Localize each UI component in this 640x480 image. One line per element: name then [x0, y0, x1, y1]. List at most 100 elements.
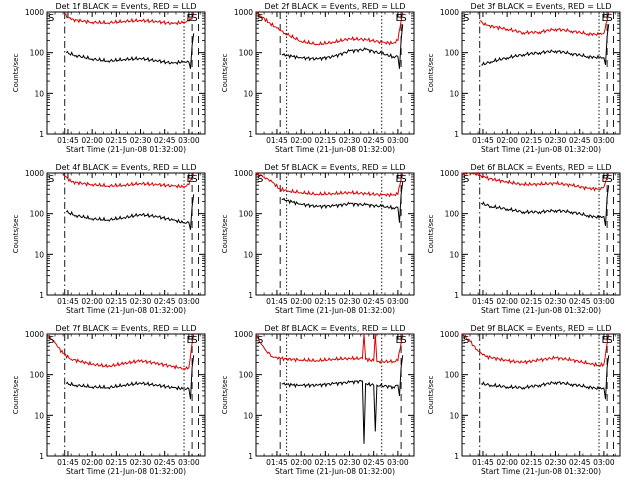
x-tick-label: 02:45 — [154, 136, 176, 145]
corner-label: E — [601, 335, 607, 346]
corner-label: S — [191, 174, 197, 185]
panel-title: Det 4f BLACK = Events, RED = LLD — [55, 163, 196, 172]
panel-title: Det 8f BLACK = Events, RED = LLD — [264, 324, 405, 333]
corner-label: S — [606, 13, 612, 24]
y-tick-label: 10 — [449, 411, 459, 420]
x-tick-label: 02:15 — [106, 297, 128, 306]
plot-frame — [255, 172, 415, 296]
x-tick-label: 02:00 — [496, 136, 518, 145]
x-tick-label: 02:30 — [130, 136, 152, 145]
corner-label: S — [257, 335, 263, 346]
y-tick-label: 1000 — [234, 330, 253, 339]
detector-panel: Det 7f BLACK = Events, RED = LLD Counts/s… — [12, 324, 206, 476]
lld-series-line — [479, 11, 610, 37]
x-tick-label: 02:15 — [315, 458, 337, 467]
panel-title: Det 2f BLACK = Events, RED = LLD — [264, 2, 405, 11]
lld-series-line — [462, 171, 610, 192]
x-tick-label: 02:45 — [363, 458, 385, 467]
x-tick-label: 02:00 — [81, 458, 103, 467]
events-series-line — [65, 33, 195, 69]
events-series-line — [281, 355, 404, 444]
x-tick-label: 02:45 — [569, 458, 591, 467]
detector-panel: Det 4f BLACK = Events, RED = LLD Counts/s… — [12, 163, 206, 315]
plot-frame — [46, 11, 206, 135]
y-axis-label: Counts/sec — [427, 54, 435, 93]
lld-series-line — [255, 333, 404, 365]
y-axis-label: Counts/sec — [427, 376, 435, 415]
corner-label: S — [191, 13, 197, 24]
x-tick-label: 01:45 — [266, 458, 288, 467]
x-tick-label: 03:00 — [178, 136, 200, 145]
y-tick-label: 1 — [39, 291, 44, 300]
corner-label: E — [186, 174, 192, 185]
y-tick-label: 100 — [239, 210, 254, 219]
y-axis-label: Counts/sec — [12, 215, 20, 254]
y-axis-label: Counts/sec — [221, 54, 229, 93]
y-tick-label: 1000 — [440, 169, 459, 178]
detector-panel: Det 9f BLACK = Events, RED = LLD Counts/s… — [427, 324, 621, 476]
corner-label: S — [257, 174, 263, 185]
y-tick-label: 10 — [243, 411, 253, 420]
y-tick-label: 100 — [30, 371, 45, 380]
y-tick-label: 10 — [34, 411, 44, 420]
lld-series-line — [64, 11, 195, 26]
plot-frame — [461, 333, 621, 457]
panel-title: Det 6f BLACK = Events, RED = LLD — [470, 163, 611, 172]
events-series-line — [65, 355, 195, 400]
events-series-line — [65, 194, 195, 230]
x-tick-label: 03:00 — [178, 297, 200, 306]
y-tick-label: 100 — [445, 210, 460, 219]
y-axis-label: Counts/sec — [221, 215, 229, 254]
x-tick-label: 02:15 — [521, 458, 543, 467]
x-tick-label: 03:00 — [593, 136, 615, 145]
corner-label: E — [601, 174, 607, 185]
x-tick-label: 01:45 — [472, 297, 494, 306]
x-axis-label: Start Time (21-Jun-08 01:32:00) — [275, 467, 395, 476]
x-axis-label: Start Time (21-Jun-08 01:32:00) — [275, 145, 395, 154]
lld-series-line — [461, 333, 610, 368]
y-tick-label: 10 — [243, 89, 253, 98]
x-tick-label: 02:30 — [339, 136, 361, 145]
x-tick-label: 02:45 — [569, 136, 591, 145]
corner-label: S — [191, 335, 197, 346]
y-axis-label: Counts/sec — [12, 54, 20, 93]
plot-frame — [255, 11, 415, 135]
corner-label: E — [186, 335, 192, 346]
y-tick-label: 100 — [30, 49, 45, 58]
x-tick-label: 02:00 — [81, 136, 103, 145]
x-tick-label: 01:45 — [472, 136, 494, 145]
panel-title: Det 5f BLACK = Events, RED = LLD — [264, 163, 405, 172]
corner-label: E — [186, 13, 192, 24]
x-tick-label: 02:00 — [290, 136, 312, 145]
y-tick-label: 10 — [449, 250, 459, 259]
y-tick-label: 1000 — [440, 330, 459, 339]
y-tick-label: 100 — [30, 210, 45, 219]
y-tick-label: 100 — [239, 49, 254, 58]
x-tick-label: 02:00 — [290, 458, 312, 467]
x-tick-label: 03:00 — [178, 458, 200, 467]
y-tick-label: 10 — [34, 250, 44, 259]
x-tick-label: 02:15 — [106, 136, 128, 145]
corner-label: S — [400, 335, 406, 346]
y-tick-label: 1 — [454, 452, 459, 461]
x-axis-label: Start Time (21-Jun-08 01:32:00) — [481, 467, 601, 476]
plot-frame — [46, 172, 206, 296]
x-tick-label: 02:30 — [130, 458, 152, 467]
corner-label: E — [395, 335, 401, 346]
plot-frame — [461, 11, 621, 135]
panel-title: Det 7f BLACK = Events, RED = LLD — [55, 324, 196, 333]
lld-series-line — [255, 11, 404, 46]
corner-label: S — [48, 174, 54, 185]
x-tick-label: 02:15 — [521, 136, 543, 145]
x-tick-label: 02:30 — [130, 297, 152, 306]
detector-panel: Det 3f BLACK = Events, RED = LLD Counts/s… — [427, 2, 621, 154]
y-tick-label: 1 — [454, 130, 459, 139]
events-series-line — [281, 181, 404, 223]
corner-label: E — [395, 174, 401, 185]
y-tick-label: 100 — [445, 49, 460, 58]
x-tick-label: 02:45 — [363, 297, 385, 306]
lld-series-line — [255, 171, 404, 198]
events-series-line — [481, 355, 610, 400]
x-tick-label: 02:15 — [106, 458, 128, 467]
y-tick-label: 1000 — [25, 330, 44, 339]
